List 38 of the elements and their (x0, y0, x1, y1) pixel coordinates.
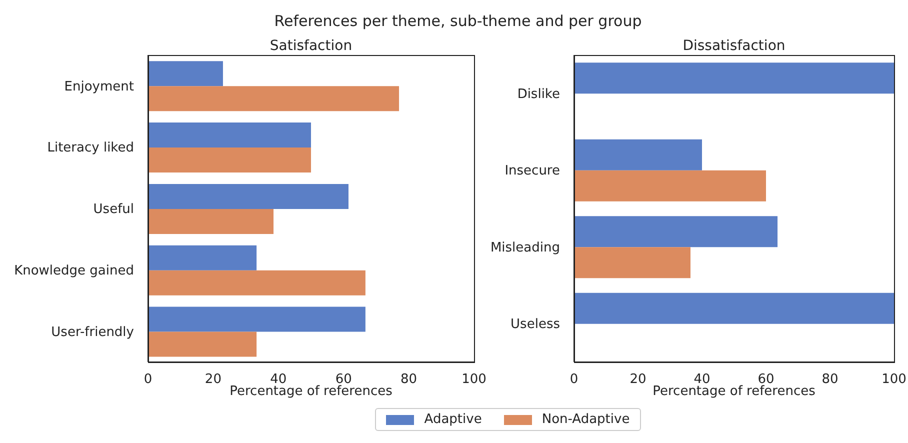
bar (574, 170, 766, 202)
bar (574, 247, 690, 278)
y-tick-label: Useful (93, 202, 134, 218)
legend-label: Non-Adaptive (540, 412, 630, 427)
bar (148, 208, 274, 234)
y-tick-label: Literacy liked (47, 140, 134, 156)
text: References per theme, sub-theme and per group (273, 12, 643, 30)
bar (148, 61, 223, 86)
bar (148, 184, 348, 209)
x-tick-label: 20 (630, 372, 646, 388)
x-tick-label: 20 (204, 372, 222, 388)
y-tick-label: Enjoyment (64, 79, 134, 94)
bar (148, 245, 257, 270)
x-tick-label: 0 (570, 372, 578, 388)
x-tick-label: 80 (822, 372, 838, 388)
y-tick-label: Insecure (504, 164, 560, 179)
y-tick-label: Dislike (517, 86, 560, 102)
bar (148, 148, 311, 173)
x-tick-label: 100 (882, 372, 906, 388)
bar (148, 270, 366, 296)
bar (574, 139, 702, 170)
bar (148, 332, 257, 357)
x-tick-label: 80 (400, 372, 418, 388)
bar (148, 86, 400, 112)
y-tick-label: Knowledge gained (14, 263, 134, 278)
y-tick-label: Useless (510, 317, 560, 332)
y-tick-label: User-friendly (51, 324, 134, 340)
chart-title: Satisfaction (268, 38, 354, 54)
x-tick-label: 0 (144, 372, 152, 388)
x-tick-label: 100 (462, 372, 486, 388)
bar (148, 306, 366, 332)
bar (574, 292, 894, 324)
y-tick-label: Misleading (490, 240, 560, 256)
bar (574, 62, 894, 94)
legend-label: Adaptive (423, 412, 482, 427)
chart-title: Dissatisfaction (682, 38, 786, 54)
bar (574, 216, 778, 248)
bar (148, 122, 311, 148)
